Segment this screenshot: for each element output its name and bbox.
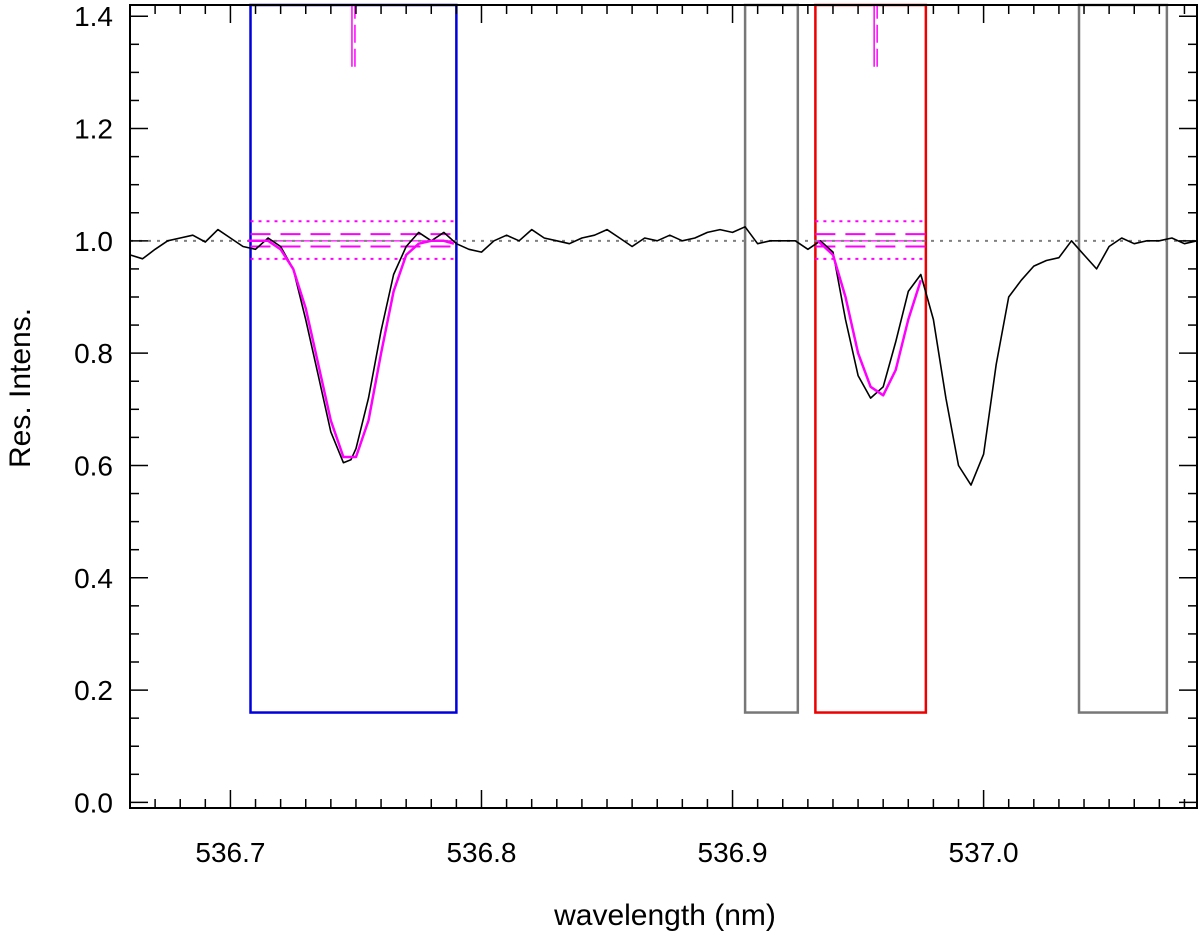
line-window-boxes [249, 3, 1169, 714]
fit-line-2 [817, 239, 922, 397]
window-box-4 [1077, 3, 1169, 714]
profile-fits [248, 239, 922, 459]
plot-frame [129, 4, 1198, 809]
line-position-markers [351, 5, 878, 67]
x-tick-label: 536.9 [698, 837, 768, 868]
window-box-2 [743, 3, 800, 714]
x-tick-label: 536.8 [446, 837, 516, 868]
x-tick-label: 537.0 [949, 837, 1019, 868]
y-tick-label: 1.0 [74, 226, 113, 257]
y-tick-label: 1.4 [74, 1, 113, 32]
y-axis-label: Res. Intens. [4, 308, 37, 468]
x-tick-label: 536.7 [195, 837, 265, 868]
y-tick-label: 1.2 [74, 114, 113, 145]
y-tick-label: 0.6 [74, 450, 113, 481]
window-box-1 [249, 3, 458, 714]
y-tick-label: 0.2 [74, 675, 113, 706]
window-box-3 [814, 3, 928, 714]
y-tick-label: 0.0 [74, 787, 113, 818]
axes [129, 4, 1198, 809]
y-tick-label: 0.4 [74, 563, 113, 594]
x-axis-label: wavelength (nm) [553, 899, 776, 932]
x-axis-ticks: 536.7 536.8 536.9 537.0 [129, 5, 1186, 868]
spectrum-series [129, 226, 1198, 486]
y-tick-label: 0.8 [74, 338, 113, 369]
y-axis-ticks: 0.0 0.2 0.4 0.6 0.8 1.0 1.2 1.4 [74, 1, 1197, 818]
fit-line-1 [248, 239, 455, 459]
spectrum-line [129, 226, 1198, 486]
